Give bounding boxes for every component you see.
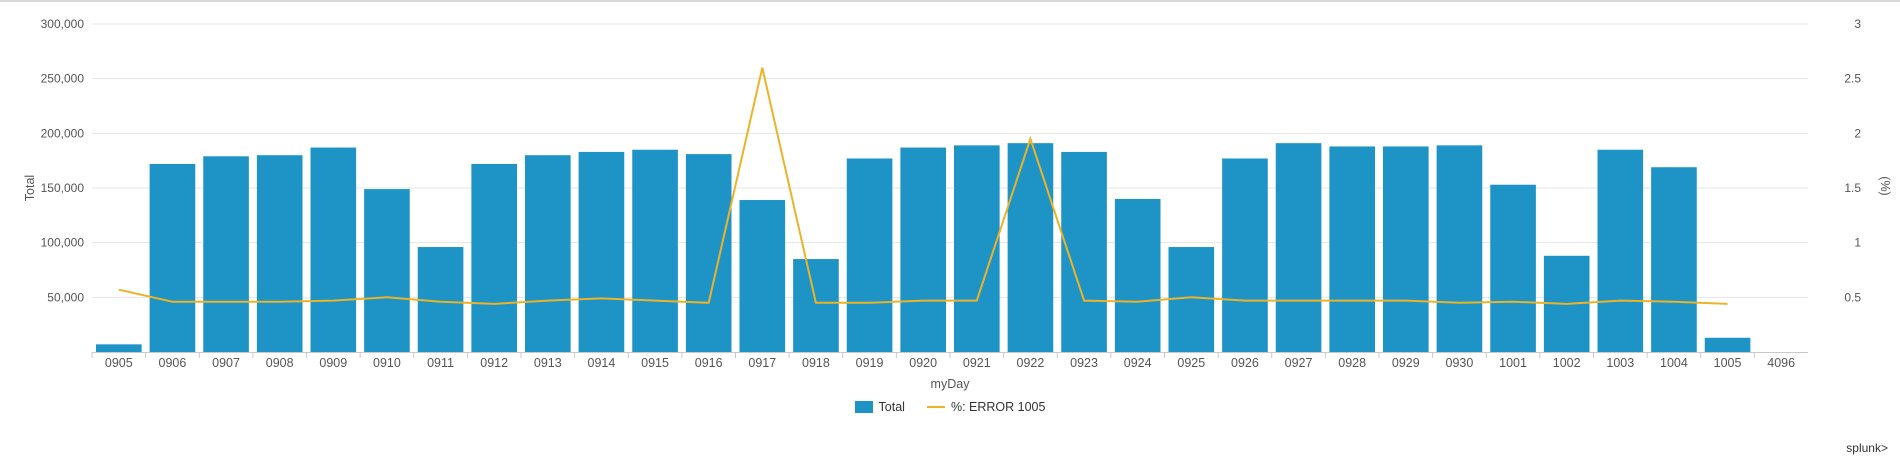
bar[interactable] — [578, 151, 625, 352]
bar[interactable] — [1490, 184, 1536, 352]
splunk-logo: splunk> — [1846, 441, 1888, 455]
legend-swatch-total — [854, 401, 873, 413]
x-tick-label: 0909 — [319, 356, 347, 370]
x-tick-label: 0930 — [1446, 356, 1474, 370]
bar[interactable] — [1597, 149, 1644, 352]
bar[interactable] — [1275, 143, 1322, 352]
x-tick-label: 0913 — [534, 356, 562, 370]
error-rate-line[interactable] — [118, 67, 1728, 305]
legend-item-error[interactable]: %: ERROR 1005 — [926, 400, 1046, 414]
x-tick-label: 0922 — [1017, 356, 1045, 370]
x-tick-label: 0925 — [1177, 356, 1205, 370]
legend-label-total: Total — [878, 400, 905, 414]
x-tick-label: 0918 — [802, 356, 830, 370]
x-tick-label: 0910 — [373, 356, 401, 370]
bar[interactable] — [685, 154, 732, 352]
x-tick-label: 0914 — [588, 356, 616, 370]
y-tick-label: 150,000 — [41, 181, 85, 195]
x-tick-label: 0917 — [748, 356, 776, 370]
legend-item-total[interactable]: Total — [854, 400, 905, 414]
legend-label-error: %: ERROR 1005 — [950, 400, 1046, 414]
bar[interactable] — [256, 155, 303, 352]
x-tick-label: 1001 — [1499, 356, 1527, 370]
x-tick-label: 0929 — [1392, 356, 1420, 370]
y-tick-label: 300,000 — [41, 17, 85, 31]
x-tick-label: 0915 — [641, 356, 669, 370]
bar[interactable] — [1704, 337, 1751, 352]
y2-tick-label: 1 — [1854, 236, 1861, 250]
x-tick-label: 0912 — [480, 356, 508, 370]
bar[interactable] — [1222, 158, 1268, 352]
bar[interactable] — [1651, 167, 1697, 352]
y2-tick-label: 2.5 — [1844, 72, 1861, 86]
bar[interactable] — [632, 149, 678, 352]
x-tick-label: 0906 — [159, 356, 187, 370]
x-tick-label: 0919 — [856, 356, 884, 370]
y-tick-label: 100,000 — [41, 236, 85, 250]
x-tick-label: 0923 — [1070, 356, 1098, 370]
y-axis-title: Total — [23, 175, 37, 201]
bar[interactable] — [1383, 146, 1429, 352]
bar[interactable] — [1436, 145, 1483, 352]
y2-tick-label: 1.5 — [1844, 181, 1861, 195]
combo-chart: 50,000 100,000 150,000 200,000 250,000 300,00… — [23, 17, 1892, 391]
bar[interactable] — [1329, 146, 1375, 352]
bar[interactable] — [364, 189, 410, 352]
bar[interactable] — [793, 259, 839, 352]
x-axis-title: myDay — [931, 377, 971, 391]
x-tick-label: 0928 — [1338, 356, 1366, 370]
x-tick-label: 0916 — [695, 356, 723, 370]
bar[interactable] — [1007, 143, 1054, 352]
x-tick-label: 1002 — [1553, 356, 1581, 370]
x-tick-label: 0908 — [266, 356, 294, 370]
y-tick-label: 200,000 — [41, 126, 85, 140]
y-tick-label: 50,000 — [47, 290, 84, 304]
x-tick-label: 0905 — [105, 356, 133, 370]
x-tick-label: 0907 — [212, 356, 240, 370]
bar[interactable] — [846, 158, 893, 352]
x-tick-label: 1005 — [1714, 356, 1742, 370]
bar[interactable] — [310, 147, 357, 352]
y2-axis-title: (%) — [1878, 176, 1892, 195]
x-tick-label: 1004 — [1660, 356, 1688, 370]
y2-tick-label: 3 — [1854, 17, 1861, 31]
legend: Total %: ERROR 1005 — [0, 400, 1900, 414]
y2-tick-label: 0.5 — [1844, 290, 1861, 304]
x-tick-label: 1003 — [1606, 356, 1634, 370]
x-tick-label: 0926 — [1231, 356, 1259, 370]
bar[interactable] — [954, 145, 1000, 352]
legend-swatch-error — [926, 406, 945, 408]
x-tick-label: 0924 — [1124, 356, 1152, 370]
bar[interactable] — [525, 155, 571, 352]
x-tick-label: 4096 — [1767, 356, 1795, 370]
bar[interactable] — [149, 163, 196, 352]
y-tick-label: 250,000 — [41, 72, 85, 86]
bar[interactable] — [1114, 198, 1161, 352]
bar[interactable] — [739, 200, 786, 352]
x-tick-label: 0911 — [427, 356, 454, 370]
bar[interactable] — [471, 163, 517, 352]
x-tick-label: 0927 — [1285, 356, 1313, 370]
bar[interactable] — [96, 344, 142, 352]
y2-tick-label: 2 — [1854, 126, 1861, 140]
x-tick-label: 0921 — [963, 356, 991, 370]
x-tick-label: 0920 — [909, 356, 937, 370]
top-rule — [0, 0, 1900, 2]
bar[interactable] — [203, 156, 249, 352]
bar[interactable] — [900, 147, 946, 352]
